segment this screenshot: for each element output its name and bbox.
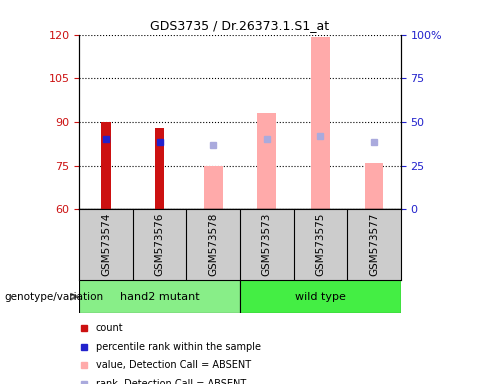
Text: percentile rank within the sample: percentile rank within the sample [96,342,261,352]
Bar [240,280,401,313]
Bar [365,163,384,209]
Text: GSM573574: GSM573574 [101,213,111,276]
Bar [311,38,330,209]
Text: GSM573573: GSM573573 [262,213,272,276]
Text: GSM573578: GSM573578 [208,213,218,276]
Text: hand2 mutant: hand2 mutant [120,291,199,302]
Bar [101,122,111,209]
Bar [257,113,276,209]
Bar [204,166,223,209]
Text: GSM573577: GSM573577 [369,213,379,276]
Bar [155,128,165,209]
Text: value, Detection Call = ABSENT: value, Detection Call = ABSENT [96,360,251,370]
Title: GDS3735 / Dr.26373.1.S1_at: GDS3735 / Dr.26373.1.S1_at [150,19,330,32]
Text: GSM573576: GSM573576 [155,213,165,276]
Text: rank, Detection Call = ABSENT: rank, Detection Call = ABSENT [96,379,246,384]
Bar [79,280,240,313]
Text: GSM573575: GSM573575 [315,213,325,276]
Text: wild type: wild type [295,291,346,302]
Text: count: count [96,323,124,333]
Text: genotype/variation: genotype/variation [5,291,104,302]
